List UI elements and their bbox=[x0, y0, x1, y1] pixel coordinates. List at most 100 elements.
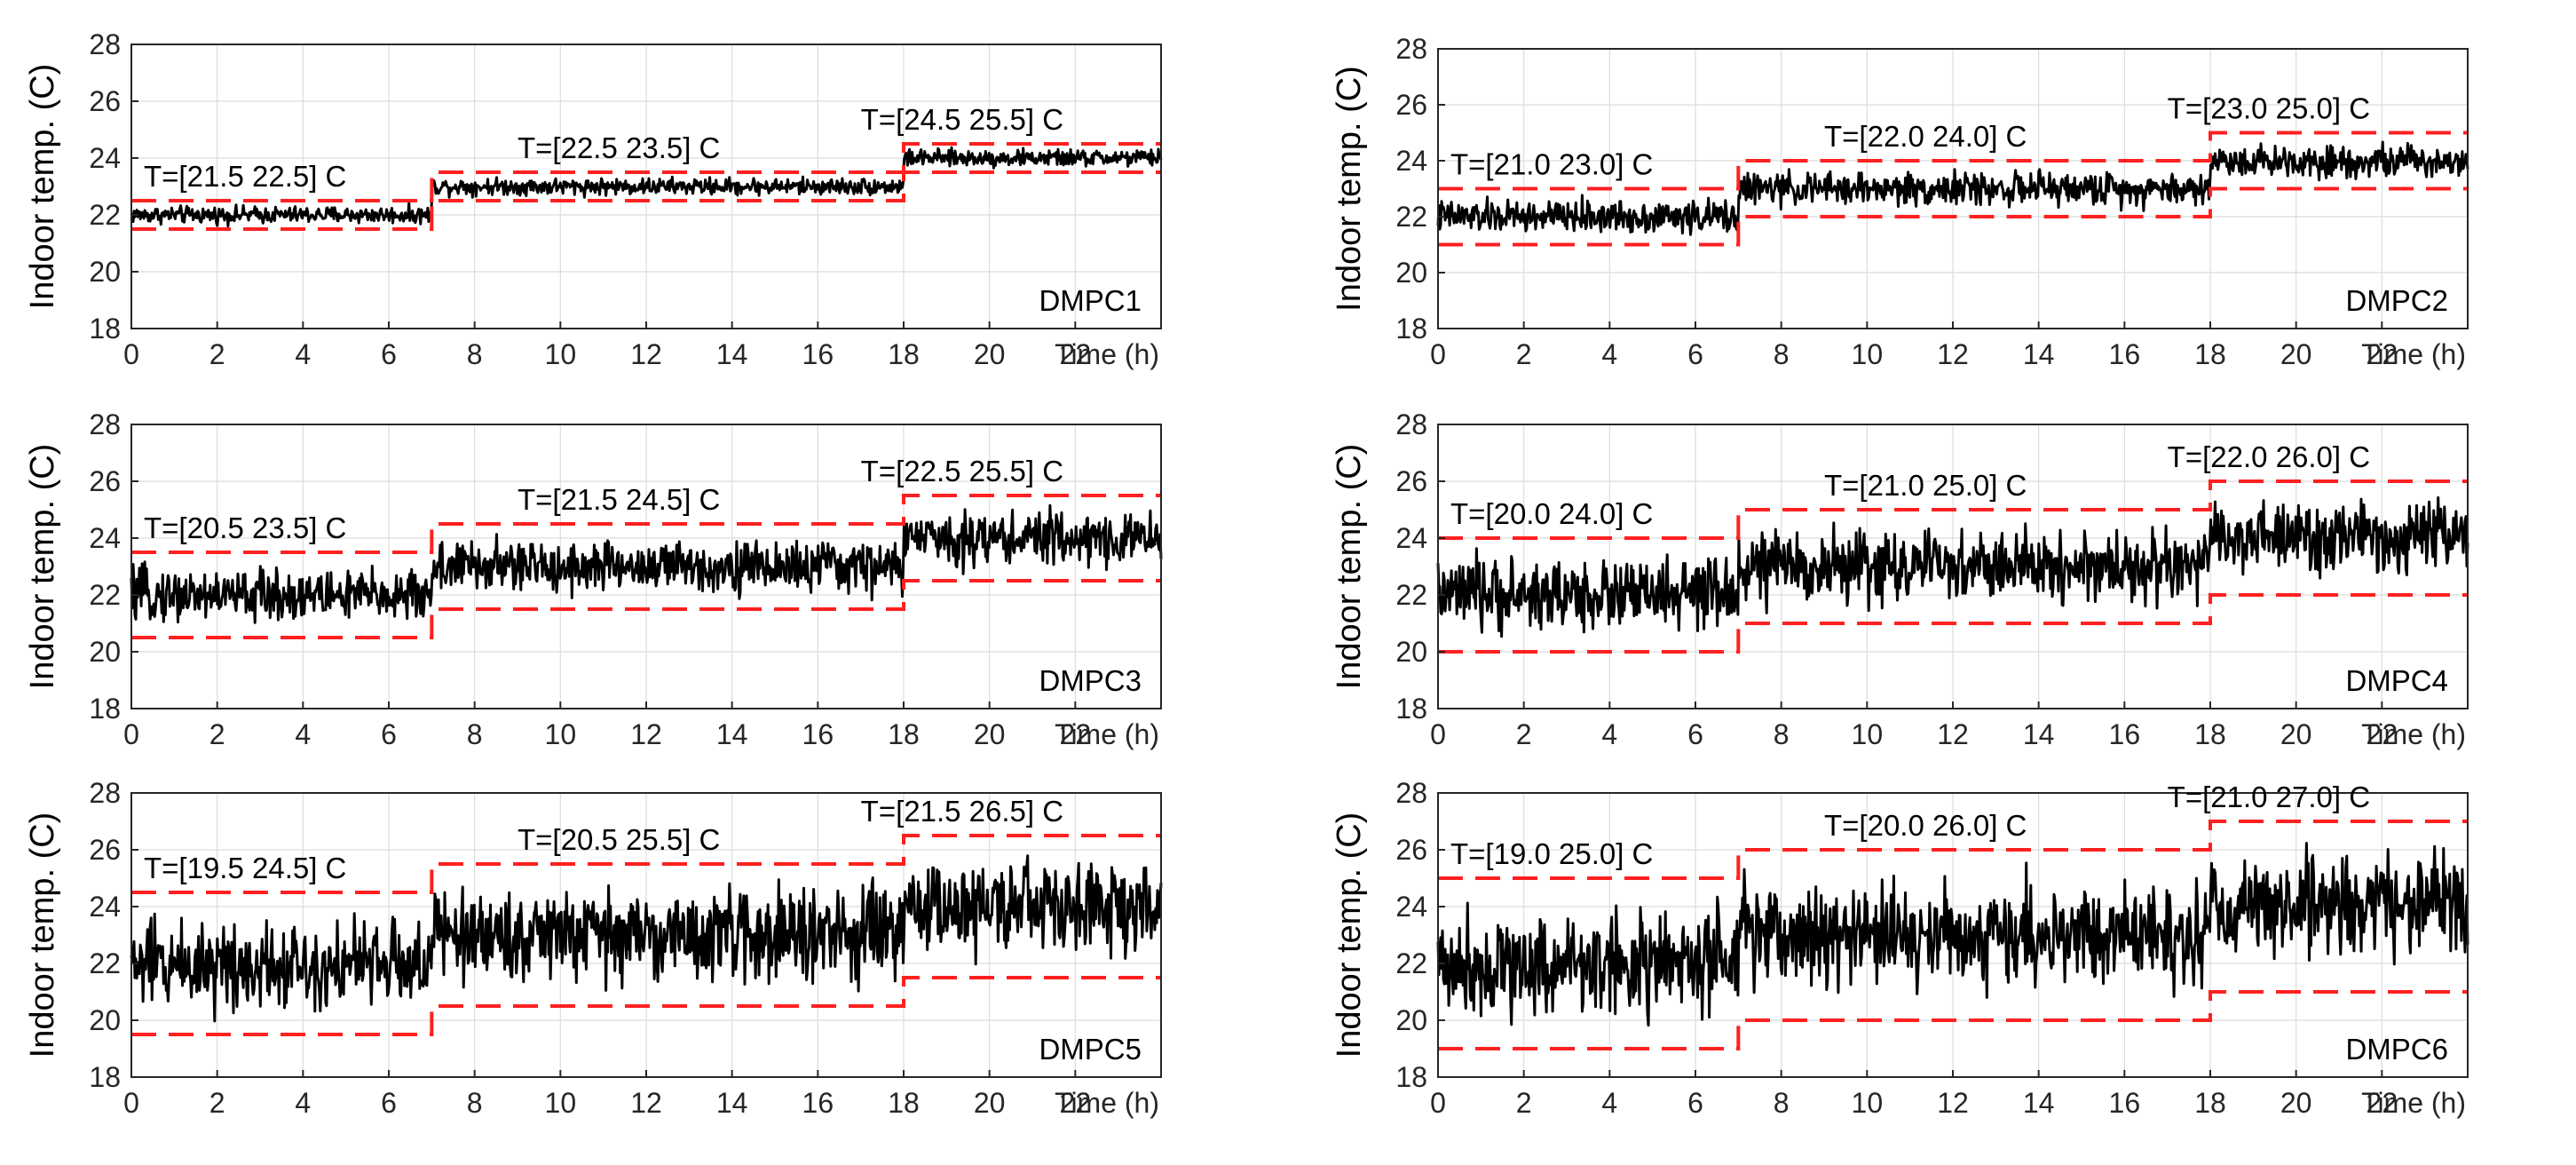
y-tick-label: 26 bbox=[1395, 89, 1427, 121]
y-tick-label: 18 bbox=[89, 1061, 121, 1093]
x-tick-label: 20 bbox=[974, 1087, 1006, 1119]
x-tick-label: 20 bbox=[2280, 338, 2312, 370]
y-tick-label: 20 bbox=[1395, 1004, 1427, 1036]
x-tick-label: 20 bbox=[2280, 1087, 2312, 1119]
segment-annotation: T=[21.0 25.0] C bbox=[1824, 469, 2027, 502]
x-tick-label: 22 bbox=[1060, 718, 1092, 750]
x-tick-label: 18 bbox=[2194, 718, 2226, 750]
x-tick-label: 0 bbox=[123, 718, 139, 750]
x-tick-label: 2 bbox=[209, 718, 225, 750]
y-tick-label: 24 bbox=[89, 891, 121, 923]
segment-annotation: T=[21.0 23.0] C bbox=[1450, 148, 1653, 181]
x-tick-label: 12 bbox=[630, 718, 662, 750]
x-tick-label: 10 bbox=[545, 338, 577, 370]
lower-bound-line bbox=[1438, 990, 2468, 1050]
x-tick-label: 0 bbox=[1430, 1087, 1446, 1119]
x-tick-label: 14 bbox=[716, 1087, 748, 1119]
upper-bound-line bbox=[131, 494, 1161, 554]
x-tick-label: 10 bbox=[1852, 338, 1884, 370]
x-tick-label: 14 bbox=[2023, 338, 2055, 370]
y-tick-label: 26 bbox=[1395, 834, 1427, 866]
x-tick-label: 2 bbox=[1516, 1087, 1532, 1119]
x-axis-label: Time (h) bbox=[1055, 718, 1159, 750]
x-tick-label: 10 bbox=[1852, 718, 1884, 750]
x-tick-label: 22 bbox=[2367, 1087, 2398, 1119]
segment-annotation: T=[22.5 25.5] C bbox=[861, 455, 1063, 487]
lower-bound-line bbox=[1438, 593, 2468, 654]
temperature-series bbox=[130, 854, 1163, 1023]
y-tick-label: 28 bbox=[1395, 408, 1427, 440]
y-axis-label: Indoor temp. (C) bbox=[1331, 444, 1368, 690]
lower-bound-line bbox=[131, 976, 1161, 1036]
x-tick-label: 16 bbox=[2109, 338, 2141, 370]
x-tick-label: 6 bbox=[381, 338, 397, 370]
segment-annotation: T=[21.5 22.5] C bbox=[144, 160, 346, 193]
y-axis-label: Indoor temp. (C) bbox=[1331, 66, 1368, 312]
x-tick-label: 6 bbox=[381, 718, 397, 750]
x-tick-label: 18 bbox=[2194, 1087, 2226, 1119]
upper-bound-line bbox=[131, 834, 1161, 894]
y-tick-label: 28 bbox=[89, 28, 121, 60]
x-tick-label: 16 bbox=[802, 718, 834, 750]
x-tick-label: 20 bbox=[2280, 718, 2312, 750]
x-tick-label: 8 bbox=[1774, 1087, 1790, 1119]
x-tick-label: 6 bbox=[381, 1087, 397, 1119]
y-tick-label: 20 bbox=[1395, 636, 1427, 668]
x-tick-label: 0 bbox=[1430, 338, 1446, 370]
y-tick-label: 28 bbox=[1395, 33, 1427, 65]
y-tick-label: 24 bbox=[89, 522, 121, 554]
segment-annotation: T=[20.5 23.5] C bbox=[144, 511, 346, 544]
x-tick-label: 8 bbox=[467, 1087, 483, 1119]
x-tick-label: 2 bbox=[209, 338, 225, 370]
x-tick-label: 8 bbox=[1774, 338, 1790, 370]
y-tick-label: 18 bbox=[89, 693, 121, 725]
x-tick-label: 4 bbox=[1601, 338, 1617, 370]
y-tick-label: 22 bbox=[89, 947, 121, 979]
x-tick-label: 4 bbox=[1601, 1087, 1617, 1119]
x-tick-label: 16 bbox=[802, 338, 834, 370]
y-tick-label: 26 bbox=[89, 465, 121, 497]
x-tick-label: 0 bbox=[123, 1087, 139, 1119]
x-tick-label: 2 bbox=[209, 1087, 225, 1119]
y-tick-label: 28 bbox=[89, 777, 121, 809]
x-tick-label: 10 bbox=[545, 718, 577, 750]
panel-title: DMPC4 bbox=[2345, 664, 2448, 697]
temperature-series bbox=[1436, 495, 2469, 638]
panel-title: DMPC2 bbox=[2345, 284, 2448, 317]
x-tick-label: 14 bbox=[716, 338, 748, 370]
segment-annotation: T=[22.0 24.0] C bbox=[1824, 120, 2027, 153]
x-tick-label: 6 bbox=[1687, 718, 1703, 750]
y-tick-label: 20 bbox=[89, 636, 121, 668]
y-tick-label: 18 bbox=[1395, 693, 1427, 725]
y-tick-label: 22 bbox=[89, 199, 121, 231]
temperature-series bbox=[130, 146, 1163, 227]
x-tick-label: 0 bbox=[1430, 718, 1446, 750]
temperature-series bbox=[130, 503, 1163, 624]
segment-annotation: T=[20.5 25.5] C bbox=[518, 823, 720, 856]
y-tick-label: 26 bbox=[1395, 465, 1427, 497]
x-tick-label: 14 bbox=[2023, 1087, 2055, 1119]
y-tick-label: 22 bbox=[1395, 947, 1427, 979]
segment-annotation: T=[24.5 25.5] C bbox=[861, 103, 1063, 136]
y-tick-label: 24 bbox=[1395, 522, 1427, 554]
x-tick-label: 16 bbox=[2109, 718, 2141, 750]
y-axis-label: Indoor temp. (C) bbox=[24, 64, 61, 310]
temperature-series bbox=[1436, 842, 2469, 1027]
y-tick-label: 18 bbox=[1395, 1061, 1427, 1093]
y-tick-label: 24 bbox=[89, 142, 121, 174]
upper-bound-line bbox=[1438, 131, 2468, 191]
y-axis-label: Indoor temp. (C) bbox=[24, 812, 61, 1058]
x-tick-label: 18 bbox=[2194, 338, 2226, 370]
x-tick-label: 20 bbox=[974, 338, 1006, 370]
x-axis-label: Time (h) bbox=[2361, 1087, 2466, 1119]
y-tick-label: 22 bbox=[1395, 579, 1427, 611]
x-axis-label: Time (h) bbox=[1055, 338, 1159, 370]
y-tick-label: 20 bbox=[89, 256, 121, 288]
y-tick-label: 20 bbox=[1395, 257, 1427, 289]
segment-annotation: T=[21.0 27.0] C bbox=[2168, 781, 2370, 813]
